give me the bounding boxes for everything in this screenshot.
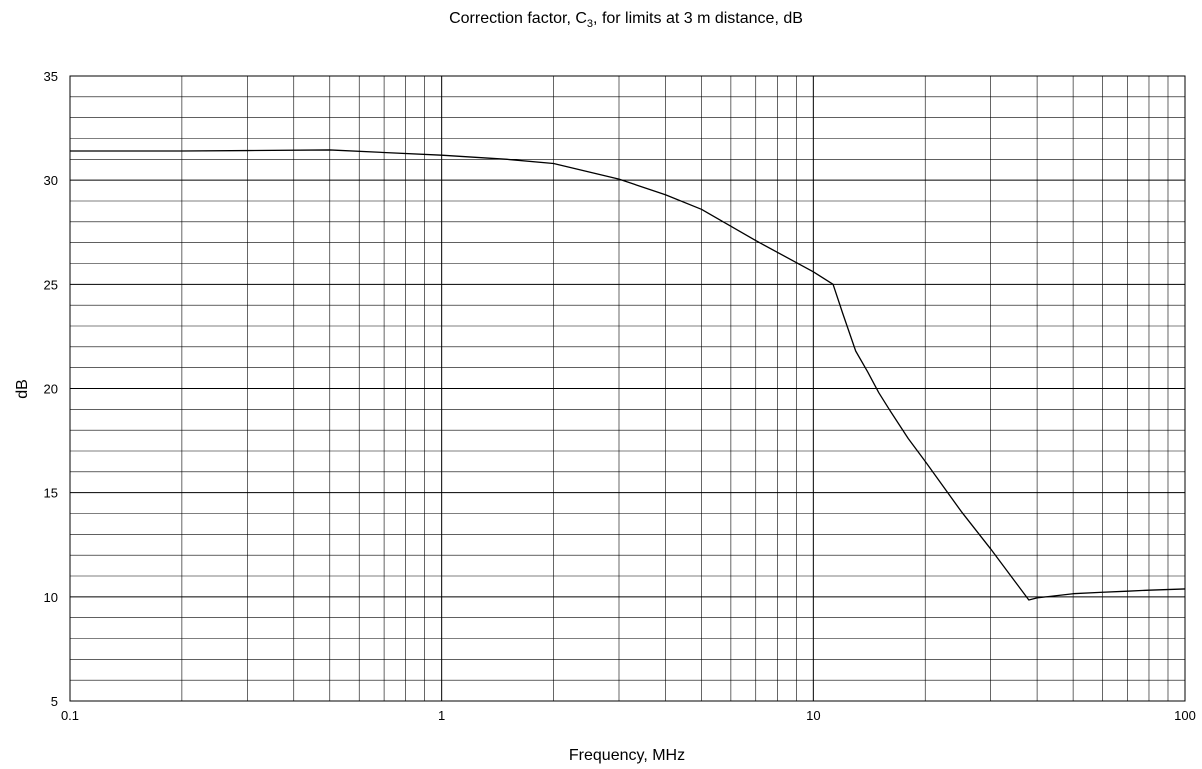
plot-frame bbox=[69, 75, 1186, 702]
grid bbox=[69, 75, 1185, 702]
series-layer bbox=[70, 149, 1186, 601]
series-line bbox=[70, 149, 1186, 601]
x-axis-label: Frequency, MHz bbox=[569, 747, 685, 764]
y-tick-label: 5 bbox=[51, 694, 58, 709]
y-tick-labels: 5 10 15 20 25 30 35 bbox=[44, 69, 58, 709]
y-tick-label: 15 bbox=[44, 486, 58, 501]
y-axis-label: dB bbox=[14, 379, 31, 399]
chart-title: Correction factor, C3, for limits at 3 m… bbox=[449, 10, 803, 31]
x-tick-label: 10 bbox=[806, 708, 820, 723]
y-tick-label: 25 bbox=[44, 277, 58, 292]
x-tick-labels: 0.1 1 10 100 bbox=[61, 708, 1196, 723]
x-tick-label: 1 bbox=[438, 708, 445, 723]
x-tick-label: 0.1 bbox=[61, 708, 79, 723]
y-tick-label: 10 bbox=[44, 590, 58, 605]
y-tick-label: 30 bbox=[44, 173, 58, 188]
x-tick-label: 100 bbox=[1174, 708, 1196, 723]
y-tick-label: 35 bbox=[44, 69, 58, 84]
y-tick-label: 20 bbox=[44, 382, 58, 397]
